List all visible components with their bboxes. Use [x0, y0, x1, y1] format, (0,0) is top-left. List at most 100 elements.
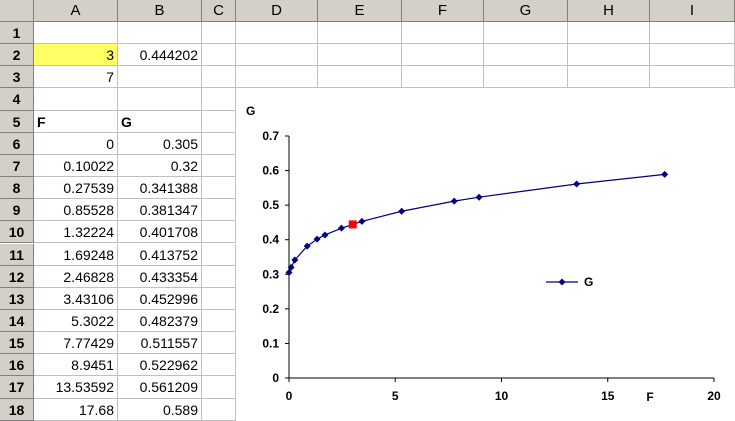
cell-e1[interactable]	[318, 22, 402, 45]
row-header-8[interactable]: 8	[0, 177, 34, 200]
row-header-16[interactable]: 16	[0, 354, 34, 377]
cell-a9[interactable]: 0.85528	[34, 199, 118, 222]
cell-a12[interactable]: 2.46828	[34, 265, 118, 288]
cell-h1[interactable]	[568, 22, 650, 45]
select-all-corner[interactable]	[0, 0, 34, 22]
row-header-4[interactable]: 4	[0, 88, 34, 111]
cell-b14[interactable]: 0.482379	[118, 309, 202, 333]
cell-b10[interactable]: 0.401708	[118, 221, 202, 244]
column-header-e[interactable]: E	[318, 0, 402, 22]
cell-b5[interactable]: G	[118, 110, 202, 133]
cell-b11[interactable]: 0.413752	[118, 243, 202, 266]
cell-a17[interactable]: 13.53592	[34, 376, 118, 399]
cell-d1[interactable]	[236, 22, 318, 45]
cell-i3[interactable]	[650, 66, 735, 89]
cell-c9[interactable]	[202, 199, 236, 222]
cell-f2[interactable]	[402, 44, 484, 67]
cell-c17[interactable]	[202, 376, 236, 399]
cell-b6[interactable]: 0.305	[118, 132, 202, 155]
cell-a5[interactable]: F	[34, 110, 118, 133]
cell-a7[interactable]: 0.10022	[34, 154, 118, 178]
cell-c18[interactable]	[202, 398, 236, 421]
cell-c2[interactable]	[202, 44, 236, 67]
cell-a18[interactable]: 17.68	[34, 398, 118, 421]
cell-f3[interactable]	[402, 66, 484, 89]
column-header-d[interactable]: D	[236, 0, 318, 22]
cell-c5[interactable]	[202, 110, 236, 133]
cell-c4[interactable]	[202, 88, 236, 111]
cell-b1[interactable]	[118, 22, 202, 45]
column-header-h[interactable]: H	[568, 0, 650, 22]
cell-c14[interactable]	[202, 309, 236, 333]
row-header-7[interactable]: 7	[0, 154, 34, 178]
row-header-15[interactable]: 15	[0, 332, 34, 355]
column-header-b[interactable]: B	[118, 0, 202, 22]
cell-b8[interactable]: 0.341388	[118, 177, 202, 200]
cell-a2[interactable]: 3	[34, 44, 118, 67]
cell-f1[interactable]	[402, 22, 484, 45]
row-header-13[interactable]: 13	[0, 287, 34, 310]
cell-c10[interactable]	[202, 221, 236, 244]
row-header-10[interactable]: 10	[0, 221, 34, 244]
column-header-c[interactable]: C	[202, 0, 236, 22]
cell-c3[interactable]	[202, 66, 236, 89]
cell-b3[interactable]	[118, 66, 202, 89]
cell-a15[interactable]: 7.77429	[34, 332, 118, 355]
cell-a4[interactable]	[34, 88, 118, 111]
column-header-g[interactable]: G	[484, 0, 568, 22]
cell-c1[interactable]	[202, 22, 236, 45]
cell-c13[interactable]	[202, 287, 236, 310]
row-header-1[interactable]: 1	[0, 22, 34, 45]
cell-b9[interactable]: 0.381347	[118, 199, 202, 222]
cell-e3[interactable]	[318, 66, 402, 89]
row-header-2[interactable]: 2	[0, 44, 34, 67]
cell-c11[interactable]	[202, 243, 236, 266]
cell-i2[interactable]	[650, 44, 735, 67]
row-header-9[interactable]: 9	[0, 199, 34, 222]
cell-a6[interactable]: 0	[34, 132, 118, 155]
column-header-i[interactable]: I	[650, 0, 735, 22]
cell-a16[interactable]: 8.9451	[34, 354, 118, 377]
cell-b15[interactable]: 0.511557	[118, 332, 202, 355]
cell-c7[interactable]	[202, 154, 236, 178]
column-header-f[interactable]: F	[402, 0, 484, 22]
cell-b4[interactable]	[118, 88, 202, 111]
chart[interactable]: 0 0.1 0.2 0.3 0.4 0.5 0.6 0.7 0 5 10 15 20 F G G	[236, 88, 735, 421]
row-header-11[interactable]: 11	[0, 243, 34, 266]
cell-a8[interactable]: 0.27539	[34, 177, 118, 200]
row-header-5[interactable]: 5	[0, 110, 34, 133]
row-header-6[interactable]: 6	[0, 132, 34, 155]
row-header-12[interactable]: 12	[0, 265, 34, 288]
row-header-3[interactable]: 3	[0, 66, 34, 89]
row-header-17[interactable]: 17	[0, 376, 34, 399]
cell-b17[interactable]: 0.561209	[118, 376, 202, 399]
cell-a11[interactable]: 1.69248	[34, 243, 118, 266]
cell-d2[interactable]	[236, 44, 318, 67]
cell-h3[interactable]	[568, 66, 650, 89]
row-header-18[interactable]: 18	[0, 398, 34, 421]
cell-b18[interactable]: 0.589	[118, 398, 202, 421]
cell-d3[interactable]	[236, 66, 318, 89]
cell-b2[interactable]: 0.444202	[118, 44, 202, 67]
row-header-14[interactable]: 14	[0, 309, 34, 333]
cell-b12[interactable]: 0.433354	[118, 265, 202, 288]
cell-a13[interactable]: 3.43106	[34, 287, 118, 310]
cell-b16[interactable]: 0.522962	[118, 354, 202, 377]
cell-a1[interactable]	[34, 22, 118, 45]
cell-g1[interactable]	[484, 22, 568, 45]
cell-c15[interactable]	[202, 332, 236, 355]
cell-c16[interactable]	[202, 354, 236, 377]
cell-b13[interactable]: 0.452996	[118, 287, 202, 310]
cell-a10[interactable]: 1.32224	[34, 221, 118, 244]
cell-b7[interactable]: 0.32	[118, 154, 202, 178]
cell-g3[interactable]	[484, 66, 568, 89]
cell-g2[interactable]	[484, 44, 568, 67]
cell-c12[interactable]	[202, 265, 236, 288]
cell-e2[interactable]	[318, 44, 402, 67]
cell-c8[interactable]	[202, 177, 236, 200]
column-header-a[interactable]: A	[34, 0, 118, 22]
cell-a3[interactable]: 7	[34, 66, 118, 89]
cell-h2[interactable]	[568, 44, 650, 67]
cell-c6[interactable]	[202, 132, 236, 155]
cell-a14[interactable]: 5.3022	[34, 309, 118, 333]
